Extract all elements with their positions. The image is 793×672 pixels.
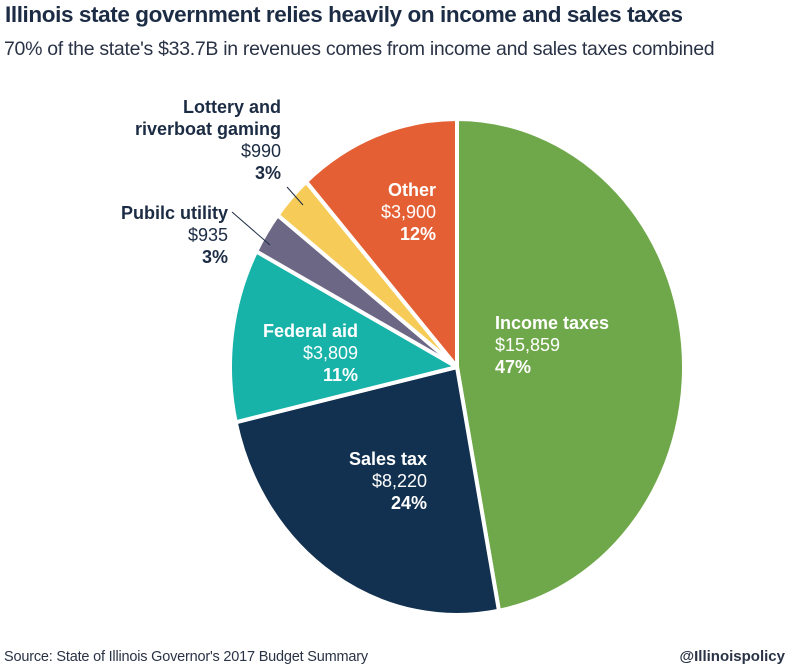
slice-name-label: riverboat gaming [135,119,281,139]
chart-subtitle: 70% of the state's $33.7B in revenues co… [4,38,715,60]
leader-line [231,211,271,246]
slice-name-label: Lottery and [183,97,281,117]
pie-slices [228,117,686,617]
slice-name-label: Sales tax [349,449,427,469]
slice-name-label: Other [388,180,436,200]
social-handle: @Illinoispolicy [679,648,785,665]
pie-slice-other [304,117,459,369]
slice-percent-label: 11% [323,365,358,385]
slice-value-label: $15,859 [495,335,560,355]
slice-value-label: $990 [241,141,281,161]
slice-name-label: Pubilc utility [121,203,228,223]
slice-percent-label: 47% [495,357,531,377]
pie-slice-sales-tax [233,365,501,617]
chart-title: Illinois state government relies heavily… [5,2,683,27]
leader-line [286,186,304,206]
slice-percent-label: 3% [202,247,228,267]
slice-value-label: $935 [188,225,228,245]
slice-percent-label: 3% [255,163,281,183]
leader-lines [231,186,304,246]
slice-percent-label: 24% [391,493,427,513]
source-note: Source: State of Illinois Governor's 201… [4,649,368,665]
slice-percent-label: 12% [400,224,436,244]
slice-value-label: $3,900 [381,202,436,222]
pie-slice-federal-aid [228,249,459,425]
slice-value-label: $3,809 [303,343,358,363]
slice-name-label: Federal aid [263,321,358,341]
slice-name-label: Income taxes [495,313,609,333]
slice-value-label: $8,220 [372,471,427,491]
pie-slice-income-taxes [455,117,686,613]
